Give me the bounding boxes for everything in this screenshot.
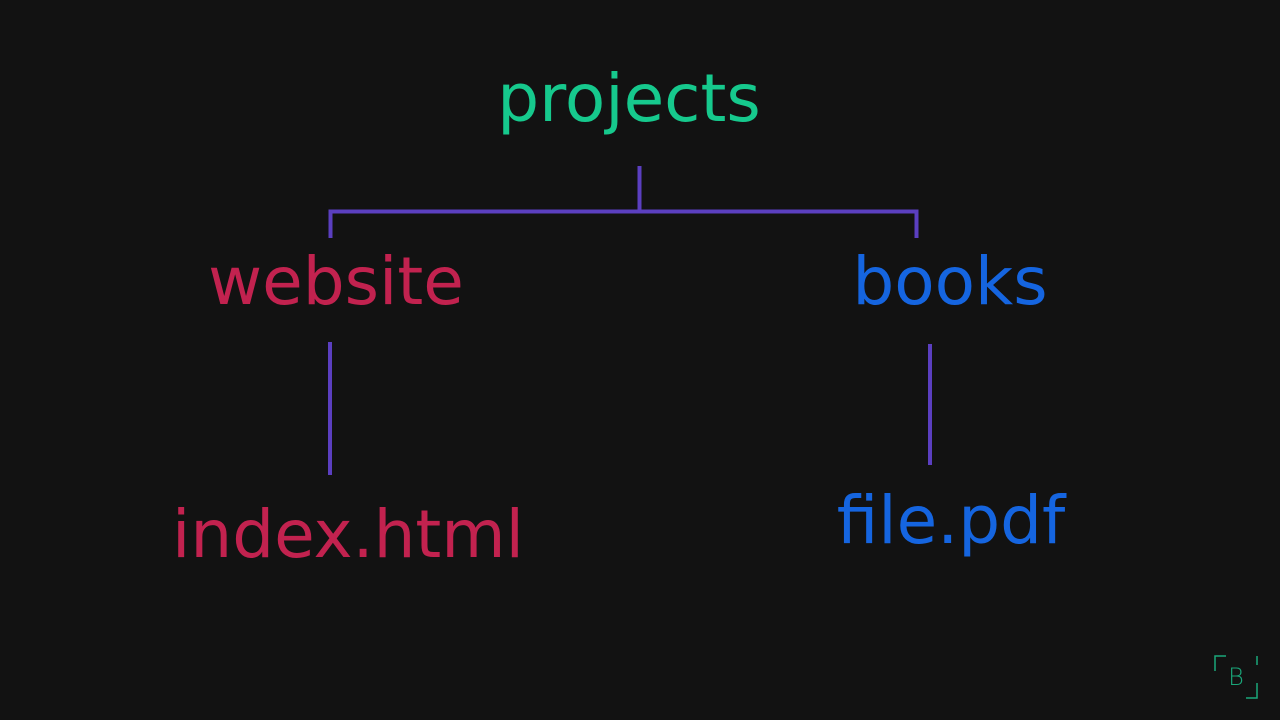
node-projects: projects — [497, 60, 761, 137]
logo-bracket-icon — [1214, 655, 1258, 699]
logo-letter: B — [1228, 663, 1244, 691]
node-index-html: index.html — [172, 496, 524, 573]
node-file-pdf: file.pdf — [836, 482, 1066, 559]
connector-root-to-children — [328, 166, 919, 238]
brand-logo-icon: B — [1214, 655, 1258, 699]
node-books: books — [852, 243, 1048, 320]
node-website: website — [208, 243, 464, 320]
